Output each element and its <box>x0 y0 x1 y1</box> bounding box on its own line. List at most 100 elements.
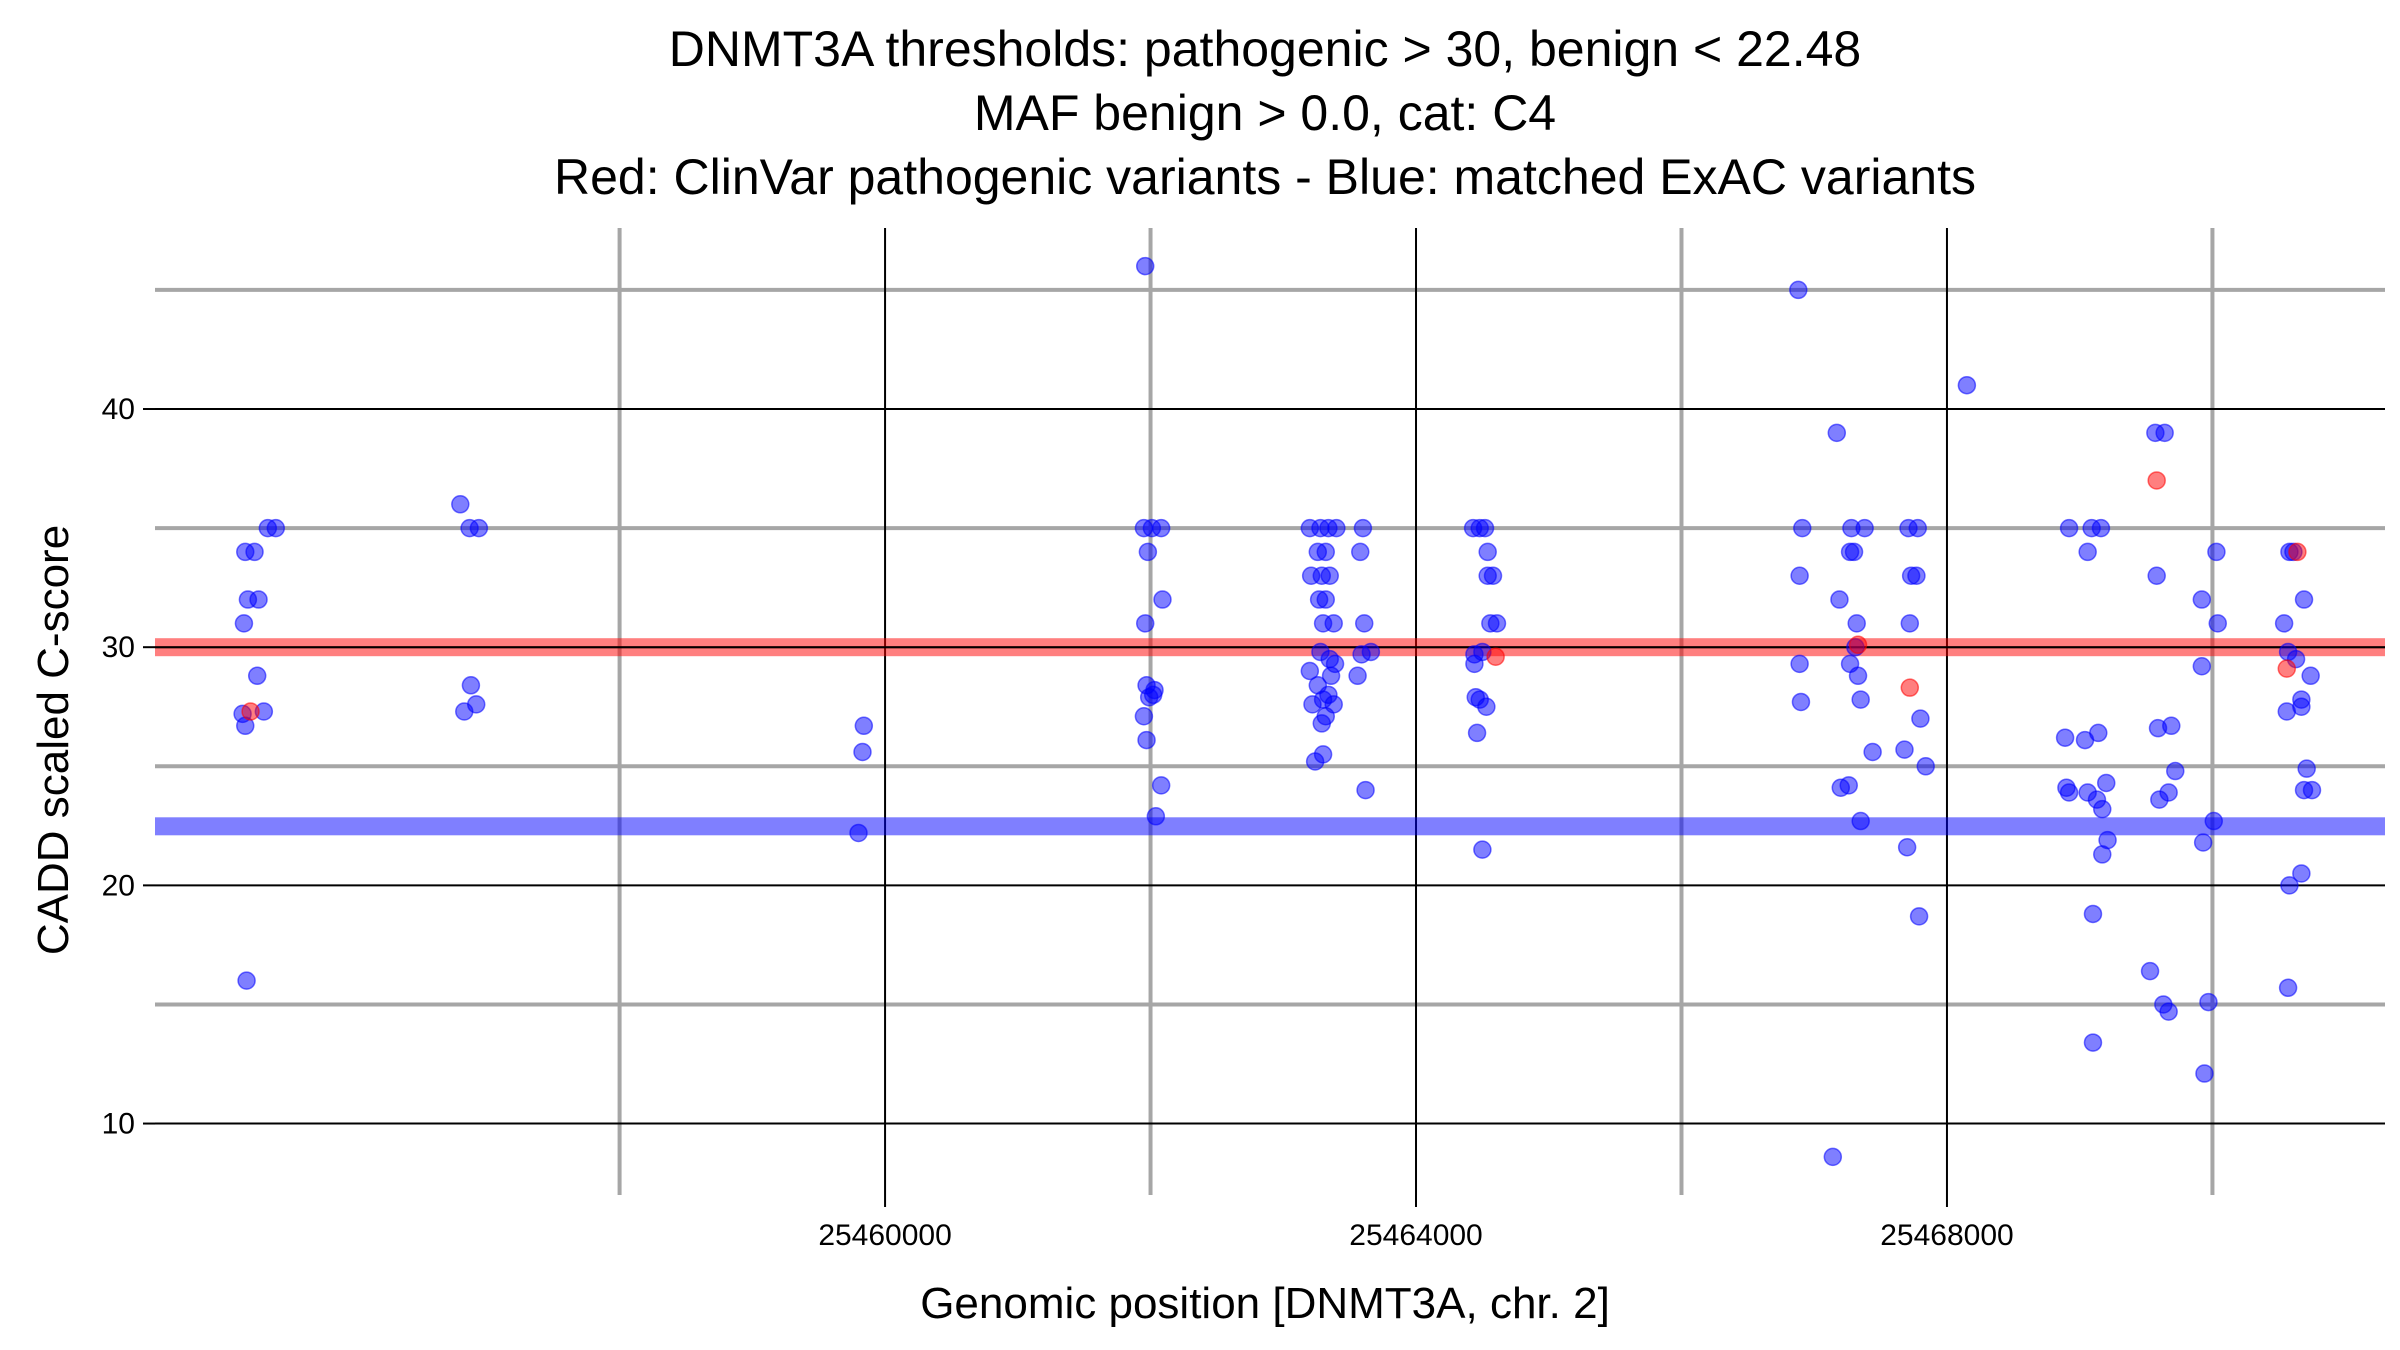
exac-variant-point <box>1790 566 1809 585</box>
exac-variant-point <box>1351 542 1370 562</box>
exac-variant-point <box>1830 590 1849 609</box>
exac-variant-point <box>2195 1064 2214 1083</box>
exac-variant-point <box>2083 904 2103 924</box>
exac-variant-point <box>1907 566 1926 585</box>
exac-variant-point <box>1911 709 1930 728</box>
exac-variant-point <box>237 971 256 990</box>
exac-variant-point <box>1851 811 1870 831</box>
exac-variant-point <box>1151 518 1171 538</box>
y-tick-label: 40 <box>102 393 135 426</box>
exac-variant-point <box>2093 845 2112 864</box>
exac-variant-point <box>1895 740 1914 759</box>
clinvar-variant-point <box>1848 635 1868 655</box>
exac-variant-point <box>1300 661 1320 681</box>
exac-variant-point <box>2208 614 2227 633</box>
x-tick-label: 25464000 <box>1349 1219 1482 1252</box>
exac-variant-point <box>1467 723 1487 743</box>
exac-variant-point <box>1848 666 1868 686</box>
chart-title: DNMT3A thresholds: pathogenic > 30, beni… <box>554 21 1976 205</box>
exac-variant-point <box>1855 518 1874 538</box>
exac-variant-point <box>2140 961 2160 981</box>
exac-variant-point <box>451 495 470 514</box>
y-tick-label: 10 <box>102 1108 135 1141</box>
exac-variant-point <box>1146 807 1166 826</box>
exac-variant-point <box>1135 256 1155 276</box>
exac-variant-point <box>2207 542 2226 562</box>
exac-variant-point <box>853 742 872 762</box>
exac-variant-point <box>249 590 268 609</box>
exac-variant-point <box>1135 614 1155 633</box>
exac-variant-point <box>245 542 264 562</box>
clinvar-variant-point <box>1900 678 1920 697</box>
clinvar-variant-point <box>1486 647 1505 666</box>
exac-variant-point <box>1916 757 1935 776</box>
exac-variant-point <box>2278 978 2298 998</box>
exac-variant-point <box>1465 654 1484 674</box>
exac-variant-point <box>2297 759 2316 778</box>
exac-variant-point <box>2055 728 2075 747</box>
y-tick-label: 20 <box>102 869 135 902</box>
y-tick-label: 30 <box>102 631 135 664</box>
exac-variant-point <box>2199 992 2218 1012</box>
exac-variant-point <box>266 518 286 538</box>
exac-variant-point <box>1473 840 1492 859</box>
exac-variant-point <box>1897 838 1917 857</box>
exac-variant-point <box>1353 518 1373 538</box>
exac-variant-point <box>1137 730 1156 750</box>
exac-variant-point <box>2159 1002 2178 1021</box>
benign-threshold-band <box>155 817 2385 836</box>
exac-variant-point <box>2292 864 2311 883</box>
exac-variant-point <box>2204 811 2224 831</box>
exac-variant-point <box>1356 780 1375 800</box>
exac-variant-point <box>1316 542 1335 562</box>
exac-variant-point <box>2093 799 2112 819</box>
exac-variant-point <box>1478 566 1497 585</box>
clinvar-variant-point <box>2288 542 2307 562</box>
x-axis-title: Genomic position [DNMT3A, chr. 2] <box>920 1279 1610 1328</box>
exac-variant-point <box>1354 614 1374 633</box>
exac-variant-point <box>2274 614 2294 633</box>
exac-variant-point <box>1475 518 1495 538</box>
exac-variant-point <box>2059 783 2079 802</box>
exac-variant-point <box>2155 423 2174 443</box>
exac-variant-point <box>1827 423 1847 443</box>
exac-variant-point <box>2294 590 2314 609</box>
exac-variant-point <box>247 666 267 686</box>
exac-variant-point <box>1327 518 1346 538</box>
title-line-2: MAF benign > 0.0, cat: C4 <box>974 85 1556 141</box>
exac-variant-point <box>1324 614 1343 633</box>
exac-variant-point <box>466 695 486 714</box>
exac-variant-point <box>849 823 868 843</box>
exac-variant-point <box>2083 1033 2103 1052</box>
data-points <box>233 256 2322 1167</box>
exac-variant-point <box>469 518 489 538</box>
exac-variant-point <box>1823 1147 1843 1167</box>
x-tick-label: 25460000 <box>818 1219 951 1252</box>
exac-variant-point <box>1316 590 1335 609</box>
exac-variant-point <box>2147 566 2166 585</box>
exac-variant-point <box>2150 790 2169 809</box>
exac-variant-point <box>2277 702 2297 721</box>
y-axis-title: CADD scaled C-score <box>29 525 78 955</box>
exac-variant-point <box>1851 690 1870 709</box>
exac-variant-point <box>1909 907 1929 926</box>
exac-variant-point <box>1138 542 1158 562</box>
exac-variant-point <box>1900 614 1920 633</box>
clinvar-variant-point <box>241 702 260 721</box>
exac-variant-point <box>2302 780 2322 800</box>
exac-variant-point <box>461 676 481 695</box>
x-tick-label: 25468000 <box>1880 1219 2013 1252</box>
exac-variant-point <box>2166 761 2185 781</box>
exac-variant-point <box>1303 695 1322 714</box>
exac-variant-point <box>1313 745 1333 764</box>
exac-variant-point <box>1312 714 1332 733</box>
exac-variant-point <box>2059 518 2079 538</box>
exac-variant-point <box>2280 876 2299 895</box>
exac-variant-point <box>1151 776 1171 795</box>
exac-variant-point <box>2192 590 2212 609</box>
exac-variant-point <box>234 614 254 633</box>
exac-variant-point <box>1153 590 1172 609</box>
clinvar-variant-point <box>2277 659 2297 678</box>
title-line-1: DNMT3A thresholds: pathogenic > 30, beni… <box>669 21 1861 77</box>
